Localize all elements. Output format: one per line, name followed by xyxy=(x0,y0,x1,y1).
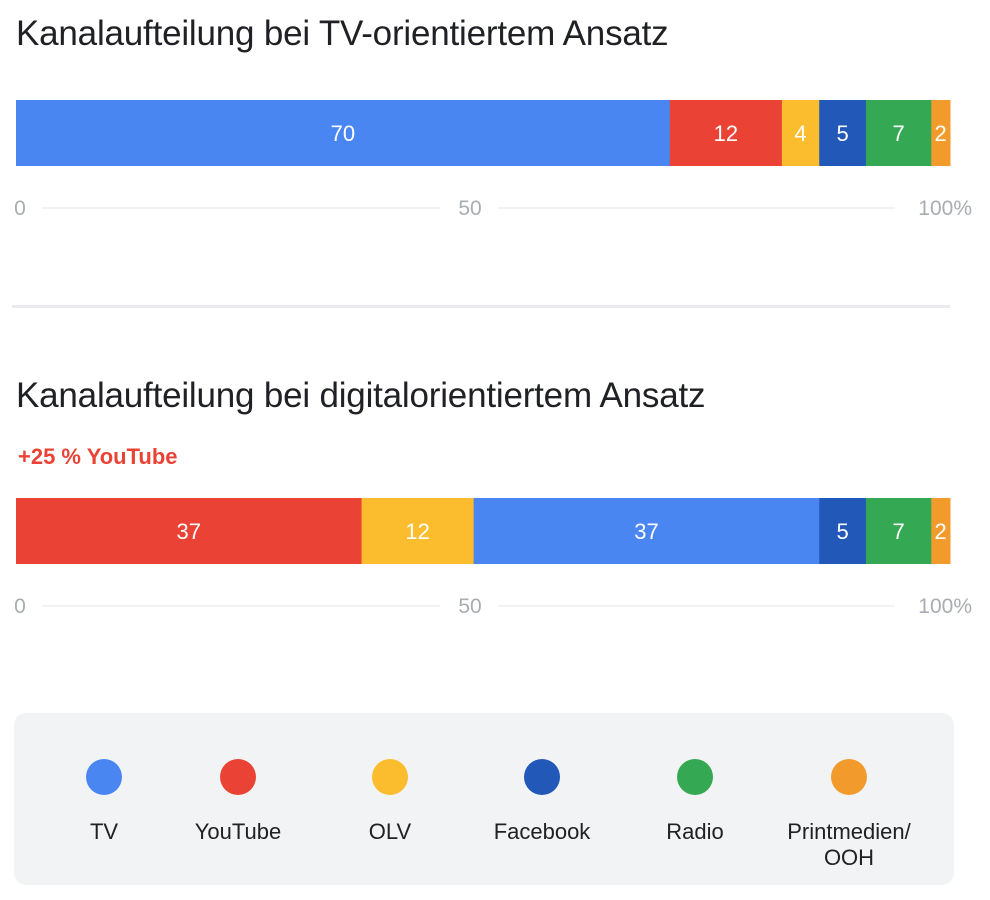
legend-label-radio: Radio xyxy=(666,819,724,844)
data-label-tv: 70 xyxy=(331,121,355,146)
data-label-printmedien-ooh: 2 xyxy=(935,519,947,544)
legend-swatch-tv xyxy=(86,759,122,795)
data-label-olv: 12 xyxy=(405,519,429,544)
bar-segment-youtube xyxy=(16,498,363,564)
bar-segment-tv xyxy=(473,498,820,564)
legend-item-radio: Radio xyxy=(615,713,775,885)
data-label-radio: 7 xyxy=(893,519,905,544)
bar-segment-radio xyxy=(865,498,932,564)
bar-segment-olv xyxy=(781,100,820,166)
data-label-facebook: 5 xyxy=(836,519,848,544)
x-tick-label: 50 xyxy=(458,197,481,220)
bar-segment-radio xyxy=(865,100,932,166)
legend: TV YouTube OLV Facebook Radio Printmedien/ OO… xyxy=(14,713,954,885)
legend-label-olv: OLV xyxy=(368,819,412,844)
x-tick-label: 0 xyxy=(14,197,26,220)
x-tick-label: 0 xyxy=(14,595,26,618)
section-divider xyxy=(12,305,950,308)
bar-segment-printmedien-ooh xyxy=(931,498,951,564)
bar-segment-facebook xyxy=(819,100,867,166)
data-label-olv: 4 xyxy=(794,121,806,146)
data-label-youtube: 37 xyxy=(177,519,201,544)
stacked-bar-chart-tv: 70 12 4 5 7 2 0 50 100% xyxy=(14,100,972,220)
legend-label-tv: TV xyxy=(89,819,119,844)
data-label-printmedien-ooh: 2 xyxy=(935,121,947,146)
legend-item-facebook: Facebook xyxy=(462,713,622,885)
legend-item-tv: TV xyxy=(24,713,184,885)
legend-item-printmedien-ooh: Printmedien/ OOH xyxy=(769,713,929,885)
bar-segment-printmedien-ooh xyxy=(931,100,951,166)
chart-title-digital: Kanalaufteilung bei digitalorientiertem … xyxy=(16,376,706,415)
chart-subtitle-youtube-increase: +25 % YouTube xyxy=(18,444,178,469)
x-tick-label: 50 xyxy=(458,595,481,618)
legend-item-olv: OLV xyxy=(310,713,470,885)
bar-segment-olv xyxy=(361,498,475,564)
x-tick-label: 100% xyxy=(918,595,972,618)
legend-label-facebook: Facebook xyxy=(493,819,591,844)
legend-swatch-printmedien-ooh xyxy=(831,759,867,795)
data-label-youtube: 12 xyxy=(714,121,738,146)
bar-segment-facebook xyxy=(819,498,867,564)
legend-item-youtube: YouTube xyxy=(158,713,318,885)
chart-title-tv: Kanalaufteilung bei TV-orientiertem Ansa… xyxy=(16,14,669,53)
legend-swatch-radio xyxy=(677,759,713,795)
legend-swatch-facebook xyxy=(524,759,560,795)
data-label-radio: 7 xyxy=(893,121,905,146)
data-label-tv: 37 xyxy=(634,519,658,544)
legend-label-printmedien-ooh: Printmedien/ OOH xyxy=(787,819,911,870)
legend-label-youtube: YouTube xyxy=(194,819,282,844)
legend-swatch-youtube xyxy=(220,759,256,795)
x-tick-label: 100% xyxy=(918,197,972,220)
bar-segment-tv xyxy=(16,100,671,166)
data-label-facebook: 5 xyxy=(836,121,848,146)
bar-segment-youtube xyxy=(669,100,783,166)
stacked-bar-chart-digital: 37 12 37 5 7 2 0 50 100% xyxy=(14,498,972,618)
legend-swatch-olv xyxy=(372,759,408,795)
